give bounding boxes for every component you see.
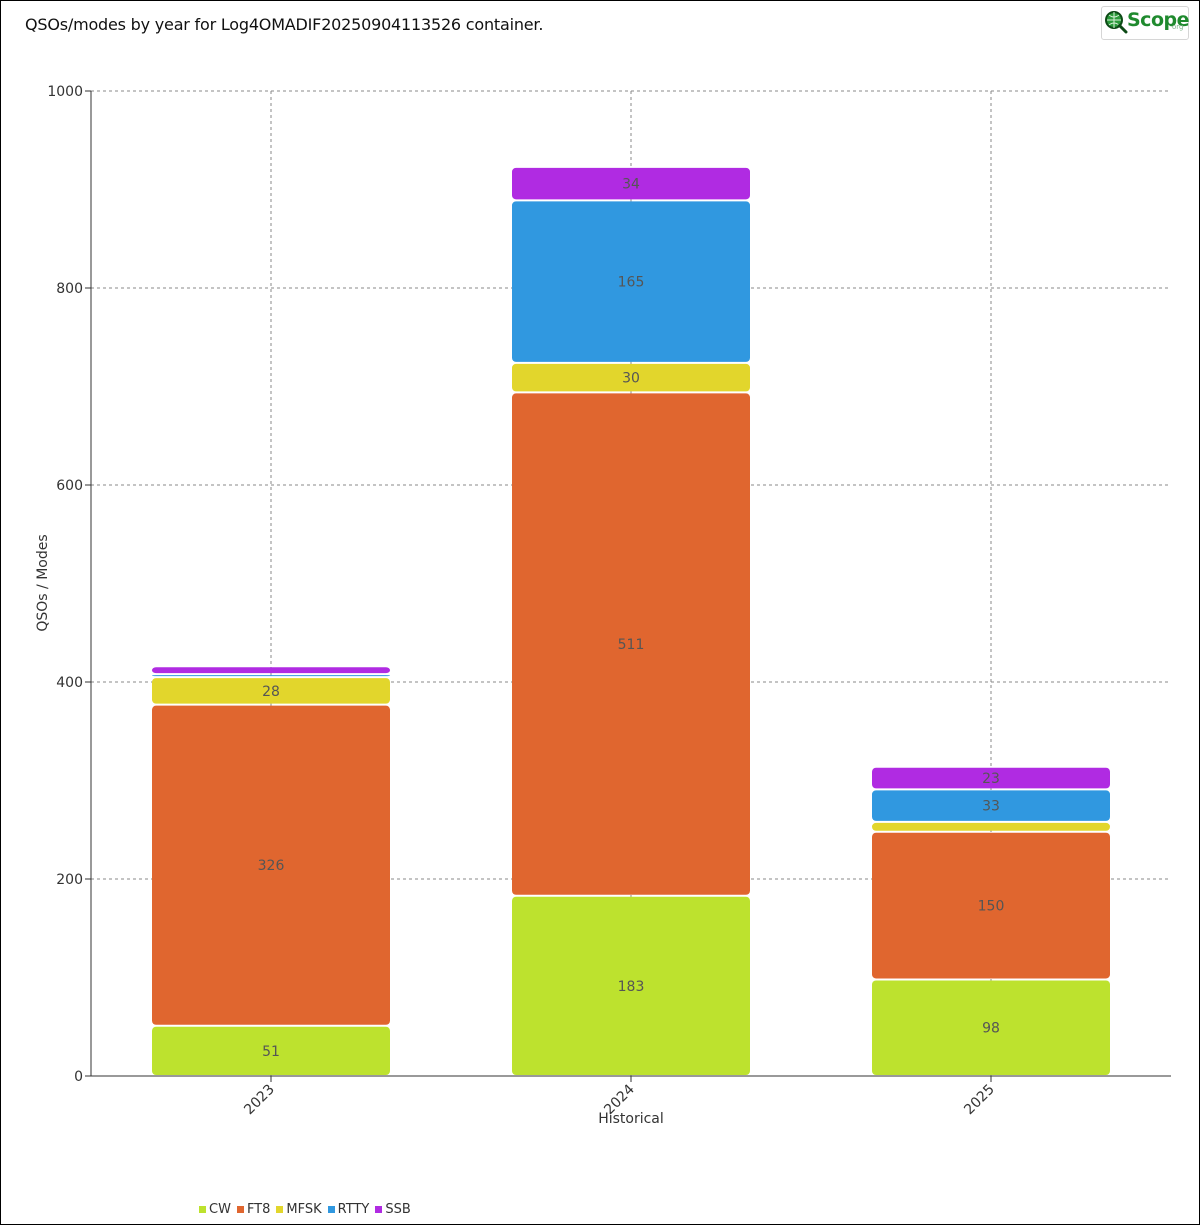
qscope-logo[interactable]: Scope org: [1101, 6, 1190, 40]
data-label: 165: [618, 275, 645, 291]
bar-segment-ft8-2025: [872, 832, 1110, 979]
y-tick-label: 400: [56, 675, 83, 691]
legend-swatch: [276, 1206, 284, 1213]
legend-item-ft8[interactable]: FT8: [236, 1202, 271, 1217]
legend-item-rtty[interactable]: RTTY: [327, 1202, 370, 1217]
data-label: 326: [258, 858, 285, 874]
bars: 51 326 28 183 511 30 165 34 98 150 33 23: [152, 167, 1110, 1075]
data-label: 28: [262, 684, 280, 700]
x-tick-label: 2023: [241, 1082, 278, 1119]
legend-swatch: [327, 1206, 335, 1213]
bar-segment-cw-2024: [512, 896, 750, 1075]
legend-label: FT8: [246, 1202, 271, 1217]
bar-segment-ssb-2024: [512, 167, 750, 200]
bar-segment-ft8-2024: [512, 393, 750, 895]
magnifier-globe-icon: [1105, 11, 1128, 34]
data-label: 183: [618, 979, 645, 995]
legend-item-ssb[interactable]: SSB: [375, 1202, 411, 1217]
legend-item-cw[interactable]: CW: [199, 1202, 231, 1217]
data-label: 51: [262, 1044, 280, 1060]
logo-suffix: org: [1172, 23, 1184, 31]
bar-segment-mfsk-2023: [152, 678, 390, 704]
legend-swatch: [375, 1206, 383, 1213]
data-label: 98: [982, 1021, 1000, 1037]
legend-label: RTTY: [337, 1202, 370, 1217]
bar-segment-ssb-2025: [872, 767, 1110, 789]
y-tick-label: 200: [56, 872, 83, 888]
bar-segment-rtty-2025: [872, 790, 1110, 821]
data-label: 33: [982, 799, 1000, 815]
bar-segment-rtty-2023: [152, 675, 390, 677]
y-tick-label: 1000: [47, 84, 83, 100]
legend-swatch: [199, 1206, 206, 1213]
y-tick-label: 0: [74, 1069, 83, 1085]
bar-segment-cw-2023: [152, 1026, 390, 1075]
data-label: 23: [982, 771, 1000, 787]
bar-segment-ft8-2023: [152, 705, 390, 1025]
y-axis-label: QSOs / Modes: [35, 534, 51, 631]
legend-label: CW: [209, 1202, 231, 1217]
x-axis-label: Historical: [598, 1111, 664, 1127]
bar-segment-cw-2025: [872, 980, 1110, 1075]
chart-title: QSOs/modes by year for Log4OMADIF2025090…: [25, 15, 544, 34]
data-label: 30: [622, 371, 640, 387]
bar-segment-ssb-2023: [152, 667, 390, 674]
legend: CW FT8 MFSK RTTY SSB: [199, 1202, 411, 1217]
legend-item-mfsk[interactable]: MFSK: [276, 1202, 322, 1217]
data-label: 150: [978, 899, 1005, 915]
legend-label: MFSK: [286, 1202, 322, 1217]
y-tick-label: 600: [56, 478, 83, 494]
logo-name: Scope: [1127, 9, 1190, 31]
bar-segment-mfsk-2024: [512, 363, 750, 392]
x-tick-label: 2025: [961, 1082, 998, 1119]
legend-label: SSB: [385, 1202, 411, 1217]
bar-segment-mfsk-2025: [872, 822, 1110, 831]
y-tick-label: 800: [56, 281, 83, 297]
data-label: 34: [622, 177, 640, 193]
bar-segment-rtty-2024: [512, 201, 750, 362]
data-label: 511: [618, 637, 645, 653]
legend-swatch: [236, 1206, 244, 1213]
